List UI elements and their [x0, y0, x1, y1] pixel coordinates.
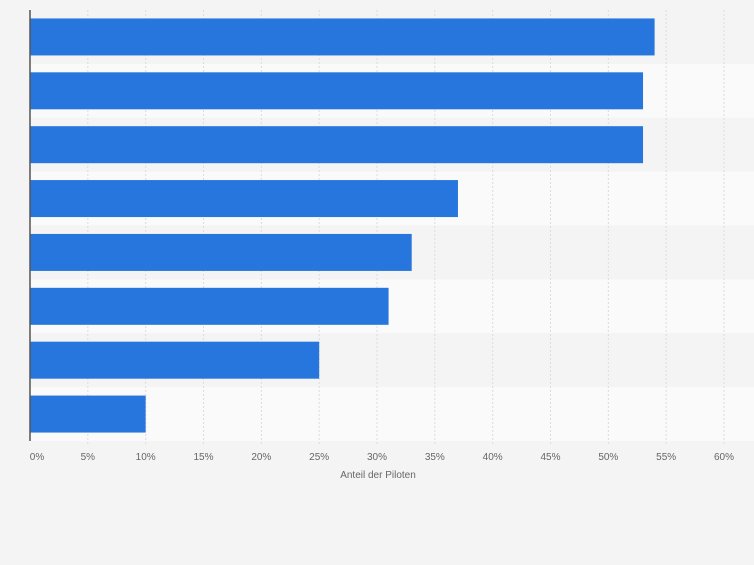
bar[interactable] — [30, 18, 655, 56]
x-tick-label: 20% — [251, 452, 271, 463]
x-tick-label: 25% — [309, 452, 329, 463]
bar[interactable] — [30, 287, 389, 325]
x-tick-label: 40% — [483, 452, 503, 463]
x-tick-label: 35% — [425, 452, 445, 463]
x-tick-label: 45% — [540, 452, 560, 463]
x-tick-label: 55% — [656, 452, 676, 463]
bar[interactable] — [30, 341, 320, 379]
x-tick-label: 5% — [81, 452, 96, 463]
bar[interactable] — [30, 233, 412, 271]
x-tick-label: 60% — [714, 452, 734, 463]
row-band — [30, 387, 754, 441]
x-tick-label: 15% — [193, 452, 213, 463]
x-tick-label: 0% — [30, 452, 45, 463]
bar[interactable] — [30, 180, 458, 218]
bars — [30, 18, 655, 433]
x-tick-label: 50% — [598, 452, 618, 463]
x-axis-title: Anteil der Piloten — [340, 470, 416, 481]
bar[interactable] — [30, 72, 644, 110]
x-tick-label: 30% — [367, 452, 387, 463]
x-tick-labels: 0% 5% 10% 15% 20% 25% 30% 35% 40% 45% 50% 55% 60% — [30, 452, 734, 463]
bar[interactable] — [30, 395, 146, 433]
x-tick-label: 10% — [136, 452, 156, 463]
bar[interactable] — [30, 126, 644, 164]
